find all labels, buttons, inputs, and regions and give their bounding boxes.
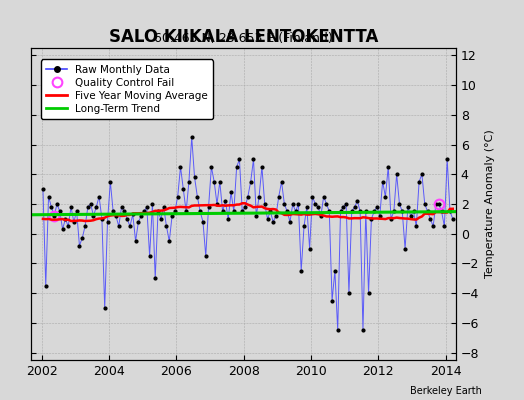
Y-axis label: Temperature Anomaly (°C): Temperature Anomaly (°C) (485, 130, 495, 278)
Title: SALO KIIKALA LENTOKENTTA: SALO KIIKALA LENTOKENTTA (109, 28, 378, 46)
Legend: Raw Monthly Data, Quality Control Fail, Five Year Moving Average, Long-Term Tren: Raw Monthly Data, Quality Control Fail, … (41, 60, 213, 119)
Text: Berkeley Earth: Berkeley Earth (410, 386, 482, 396)
Text: 60.463 N, 23.653 E (Finland): 60.463 N, 23.653 E (Finland) (154, 32, 333, 45)
